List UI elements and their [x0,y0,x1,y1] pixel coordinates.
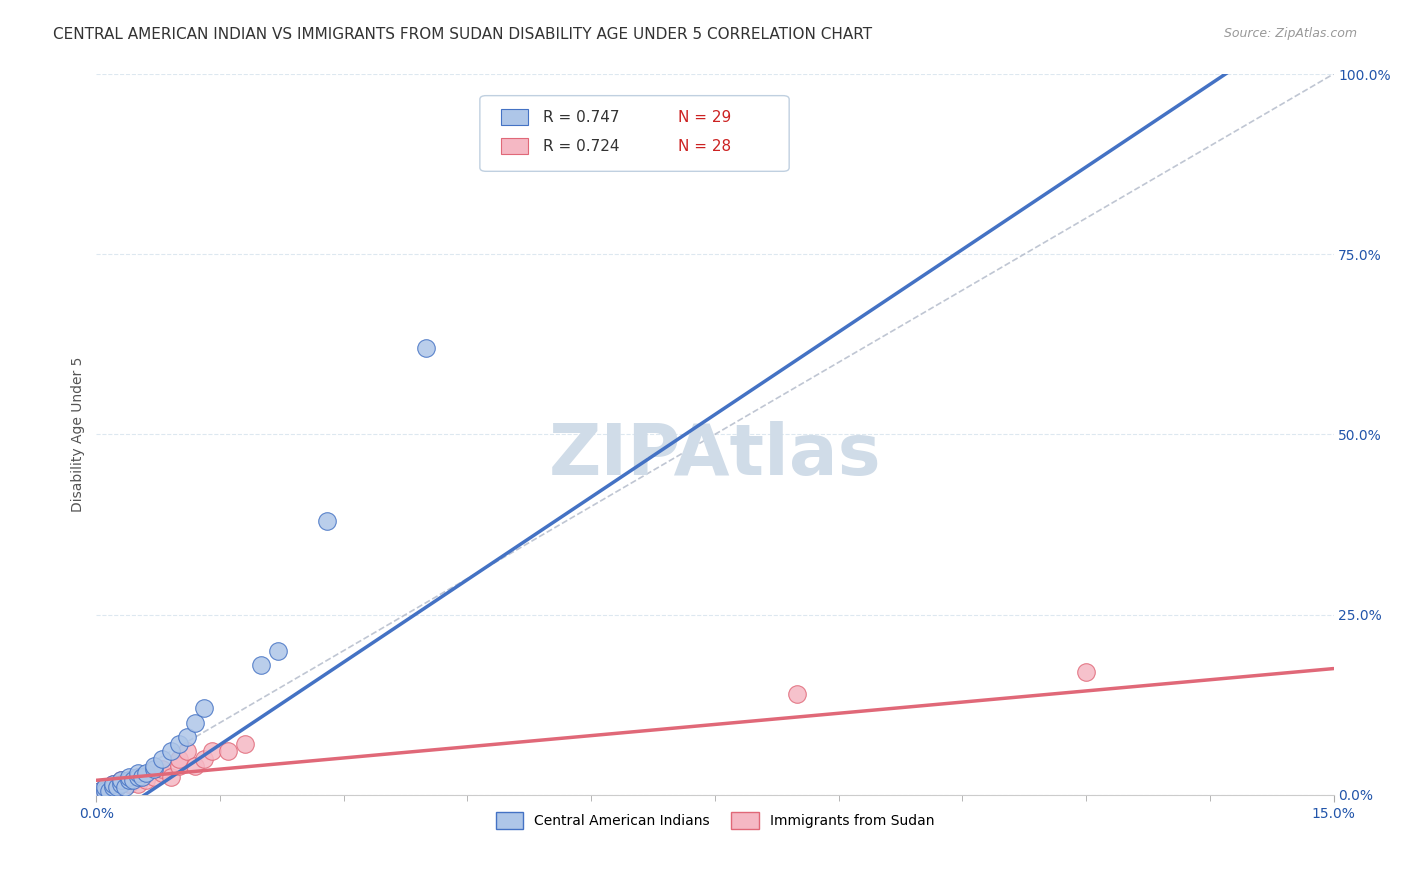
Point [110,777,132,791]
Point [143,770,166,784]
Y-axis label: Disability Age Under 5: Disability Age Under 5 [72,357,86,512]
Point [105,780,128,795]
Point [201,744,224,758]
FancyBboxPatch shape [501,138,529,154]
Point [233,737,256,751]
Text: N = 28: N = 28 [678,138,731,153]
Point [127,777,149,791]
Text: R = 0.724: R = 0.724 [543,138,620,153]
Text: ZIPAtlas: ZIPAtlas [548,422,882,491]
Point [93,784,115,798]
Point [127,770,149,784]
Point [193,752,215,766]
Point [127,770,149,784]
Point [267,643,290,657]
Point [217,744,239,758]
FancyBboxPatch shape [501,110,529,125]
Point [131,770,153,784]
Point [89,784,111,798]
Text: N = 29: N = 29 [678,110,731,125]
Point [1074,665,1097,680]
Point [118,770,141,784]
Point [786,687,808,701]
Point [97,784,120,798]
Point [316,514,339,528]
Point [143,763,166,777]
Point [93,780,115,795]
Point [184,715,207,730]
Point [143,759,166,773]
Point [415,341,437,355]
Point [118,773,141,788]
Point [101,780,124,795]
Text: R = 0.747: R = 0.747 [543,110,620,125]
Point [167,737,190,751]
Point [110,773,132,788]
Text: Source: ZipAtlas.com: Source: ZipAtlas.com [1223,27,1357,40]
FancyBboxPatch shape [479,95,789,171]
Point [150,766,173,780]
Point [135,773,157,788]
Point [122,773,145,788]
Point [167,752,190,766]
Point [105,780,128,795]
Text: CENTRAL AMERICAN INDIAN VS IMMIGRANTS FROM SUDAN DISABILITY AGE UNDER 5 CORRELAT: CENTRAL AMERICAN INDIAN VS IMMIGRANTS FR… [53,27,873,42]
Point [193,701,215,715]
Point [184,759,207,773]
Point [150,763,173,777]
Point [114,780,136,795]
Point [176,744,198,758]
Point [150,752,173,766]
Point [110,777,132,791]
Point [250,657,273,672]
Point [118,777,141,791]
Point [97,784,120,798]
Legend: Central American Indians, Immigrants from Sudan: Central American Indians, Immigrants fro… [491,806,939,835]
Point [101,777,124,791]
Point [167,759,190,773]
Point [118,773,141,788]
Point [89,784,111,798]
Point [135,766,157,780]
Point [93,780,115,795]
Point [127,766,149,780]
Point [110,773,132,788]
Point [176,730,198,744]
Point [93,784,115,798]
Point [159,770,181,784]
Point [101,780,124,795]
Point [159,744,181,758]
Point [101,777,124,791]
